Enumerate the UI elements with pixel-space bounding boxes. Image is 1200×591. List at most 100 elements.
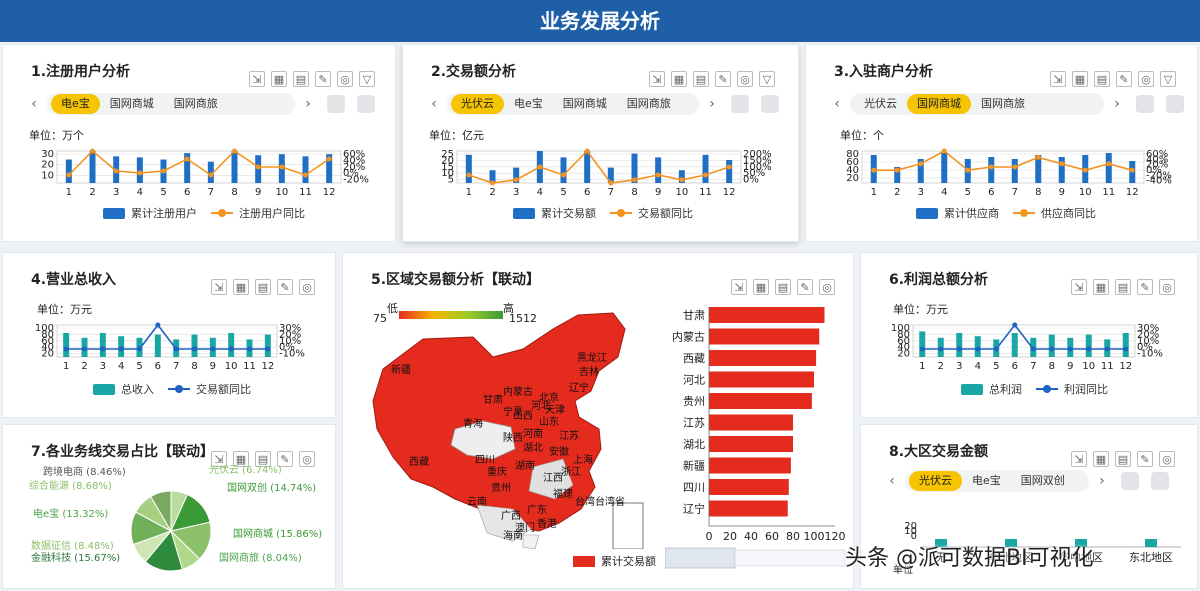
edit-icon[interactable]: ✎ bbox=[277, 451, 293, 467]
chevron-right-icon[interactable]: › bbox=[305, 96, 311, 112]
chart-switch-icon[interactable]: ▤ bbox=[293, 71, 309, 87]
legend-label[interactable]: 累计注册用户 bbox=[131, 207, 197, 220]
compass-icon[interactable]: ◎ bbox=[737, 71, 753, 87]
compass-icon[interactable]: ◎ bbox=[299, 451, 315, 467]
chevron-right-icon[interactable]: › bbox=[1099, 473, 1105, 489]
filter-icon[interactable]: ▽ bbox=[759, 71, 775, 87]
legend-label[interactable]: 供应商同比 bbox=[1041, 207, 1096, 220]
export-icon[interactable] bbox=[1151, 472, 1169, 490]
shrink-icon[interactable]: ⇲ bbox=[1050, 71, 1066, 87]
y-tick-label: 100 bbox=[891, 323, 910, 334]
compass-icon[interactable]: ◎ bbox=[299, 279, 315, 295]
edit-icon[interactable]: ✎ bbox=[1137, 279, 1153, 295]
chevron-right-icon[interactable]: › bbox=[709, 96, 715, 112]
legend-label[interactable]: 交易额同比 bbox=[196, 383, 251, 396]
x-tick-label: 12 bbox=[1126, 187, 1139, 198]
tab-p2-2[interactable]: 国网商城 bbox=[562, 97, 607, 110]
legend-label[interactable]: 交易额同比 bbox=[638, 207, 693, 220]
table-icon[interactable]: ▦ bbox=[1093, 451, 1109, 467]
table-icon[interactable]: ▦ bbox=[1093, 279, 1109, 295]
edit-icon[interactable]: ✎ bbox=[797, 279, 813, 295]
shrink-icon[interactable]: ⇲ bbox=[1071, 451, 1087, 467]
shrink-icon[interactable]: ⇲ bbox=[649, 71, 665, 87]
shrink-icon[interactable]: ⇲ bbox=[1071, 279, 1087, 295]
chevron-left-icon[interactable]: ‹ bbox=[834, 96, 840, 112]
trend-line bbox=[68, 149, 330, 177]
shrink-icon[interactable]: ⇲ bbox=[731, 279, 747, 295]
copy-icon[interactable] bbox=[1136, 95, 1154, 113]
edit-icon[interactable]: ✎ bbox=[315, 71, 331, 87]
tab-p1-1[interactable]: 国网商城 bbox=[109, 97, 154, 110]
panel-total-revenue: 4.营业总收入 ⇲ ▦ ▤ ✎ ◎ 单位：万元 100 80 60 40 20 30% 20% 10%… bbox=[2, 252, 336, 418]
tab-p8-2[interactable]: 国网双创 bbox=[1020, 474, 1065, 487]
export-icon[interactable] bbox=[1166, 95, 1184, 113]
chevron-right-icon[interactable]: › bbox=[1114, 96, 1120, 112]
panel-merchants: 3.入驻商户分析 ⇲ ▦ ▤ ✎ ◎ ▽ ‹ 光伏云 国网商城 国网商旅 › 单位：个 8… bbox=[805, 44, 1198, 242]
legend-label[interactable]: 利润同比 bbox=[1064, 383, 1108, 396]
tab-p3-0[interactable]: 光伏云 bbox=[864, 97, 897, 110]
copy-icon[interactable] bbox=[731, 95, 749, 113]
export-icon[interactable] bbox=[357, 95, 375, 113]
tab-p3-2[interactable]: 国网商旅 bbox=[981, 97, 1025, 110]
compass-icon[interactable]: ◎ bbox=[1159, 279, 1175, 295]
range-max-value[interactable]: 1512 bbox=[509, 312, 537, 325]
edit-icon[interactable]: ✎ bbox=[277, 279, 293, 295]
tab-p8-1[interactable]: 电e宝 bbox=[972, 474, 1001, 487]
compass-icon[interactable]: ◎ bbox=[1138, 71, 1154, 87]
legend-label[interactable]: 总利润 bbox=[989, 383, 1022, 396]
chart-switch-icon[interactable]: ▤ bbox=[1115, 451, 1131, 467]
shrink-icon[interactable]: ⇲ bbox=[249, 71, 265, 87]
compass-icon[interactable]: ◎ bbox=[337, 71, 353, 87]
edit-icon[interactable]: ✎ bbox=[715, 71, 731, 87]
legend-label[interactable]: 累计供应商 bbox=[944, 207, 999, 220]
chart-switch-icon[interactable]: ▤ bbox=[255, 279, 271, 295]
range-min-value[interactable]: 75 bbox=[373, 312, 387, 325]
filter-icon[interactable]: ▽ bbox=[359, 71, 375, 87]
y-tick-label: 40 bbox=[897, 342, 910, 353]
legend-label[interactable]: 注册用户同比 bbox=[239, 207, 305, 220]
chart-switch-icon[interactable]: ▤ bbox=[255, 451, 271, 467]
edit-icon[interactable]: ✎ bbox=[1116, 71, 1132, 87]
edit-icon[interactable]: ✎ bbox=[1137, 451, 1153, 467]
tab-p1-0[interactable]: 电e宝 bbox=[51, 94, 100, 114]
legend-label[interactable]: 累计交易额 bbox=[601, 555, 656, 568]
legend-label[interactable]: 累计交易额 bbox=[541, 207, 596, 220]
tab-p2-1[interactable]: 电e宝 bbox=[514, 97, 543, 110]
table-icon[interactable]: ▦ bbox=[753, 279, 769, 295]
chart-switch-icon[interactable]: ▤ bbox=[693, 71, 709, 87]
chart-switch-icon[interactable]: ▤ bbox=[1115, 279, 1131, 295]
filter-icon[interactable]: ▽ bbox=[1160, 71, 1176, 87]
tab-p3-1[interactable]: 国网商城 bbox=[907, 94, 971, 114]
chevron-left-icon[interactable]: ‹ bbox=[889, 473, 895, 489]
table-icon[interactable]: ▦ bbox=[271, 71, 287, 87]
table-icon[interactable]: ▦ bbox=[671, 71, 687, 87]
copy-icon[interactable] bbox=[1121, 472, 1139, 490]
table-icon[interactable]: ▦ bbox=[233, 279, 249, 295]
table-icon[interactable]: ▦ bbox=[233, 451, 249, 467]
axis-unit-label: 单位 bbox=[893, 563, 913, 576]
tab-p2-0[interactable]: 光伏云 bbox=[451, 94, 504, 114]
compass-icon[interactable]: ◎ bbox=[819, 279, 835, 295]
tab-p2-3[interactable]: 国网商旅 bbox=[626, 97, 671, 110]
y2-tick-label: 20% bbox=[279, 329, 301, 340]
x-tick-label: 6 bbox=[1012, 361, 1018, 372]
chevron-left-icon[interactable]: ‹ bbox=[31, 96, 37, 112]
shrink-icon[interactable]: ⇲ bbox=[211, 279, 227, 295]
chart-switch-icon[interactable]: ▤ bbox=[1094, 71, 1110, 87]
trend-point bbox=[466, 172, 472, 178]
chevron-left-icon[interactable]: ‹ bbox=[431, 96, 437, 112]
region-label: 河北 bbox=[531, 400, 551, 412]
export-icon[interactable] bbox=[761, 95, 779, 113]
shrink-icon[interactable]: ⇲ bbox=[211, 451, 227, 467]
y2-tick-label: 40% bbox=[1146, 154, 1168, 165]
tab-p8-0[interactable]: 光伏云 bbox=[909, 471, 962, 491]
legend-label[interactable]: 总收入 bbox=[121, 383, 154, 396]
table-icon[interactable]: ▦ bbox=[1072, 71, 1088, 87]
chart-switch-icon[interactable]: ▤ bbox=[775, 279, 791, 295]
compass-icon[interactable]: ◎ bbox=[1159, 451, 1175, 467]
copy-icon[interactable] bbox=[327, 95, 345, 113]
region-label: 海南 bbox=[503, 529, 523, 542]
tab-p1-2[interactable]: 国网商旅 bbox=[173, 97, 218, 110]
bar bbox=[1005, 539, 1017, 547]
